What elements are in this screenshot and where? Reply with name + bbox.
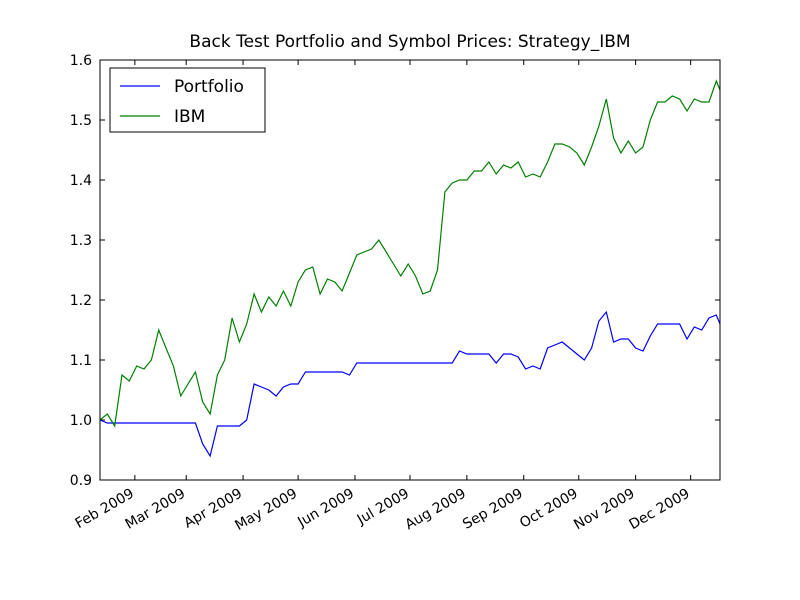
series-line <box>99 310 721 458</box>
series-line <box>99 79 721 428</box>
y-tick-label: 1.0 <box>70 413 92 429</box>
legend-label: IBM <box>174 107 205 127</box>
legend-box <box>109 67 266 133</box>
y-tick-label: 1.6 <box>70 53 92 69</box>
y-tick-label: 1.1 <box>70 353 92 369</box>
y-tick-label: 1.3 <box>70 233 92 249</box>
y-tick-label: 1.5 <box>70 113 92 129</box>
y-tick-label: 0.9 <box>70 473 92 489</box>
y-tick-label: 1.2 <box>70 293 92 309</box>
y-tick-label: 1.4 <box>70 173 92 189</box>
legend-label: Portfolio <box>174 77 244 97</box>
chart-title: Back Test Portfolio and Symbol Prices: S… <box>189 32 630 52</box>
plot-frame <box>99 59 721 481</box>
